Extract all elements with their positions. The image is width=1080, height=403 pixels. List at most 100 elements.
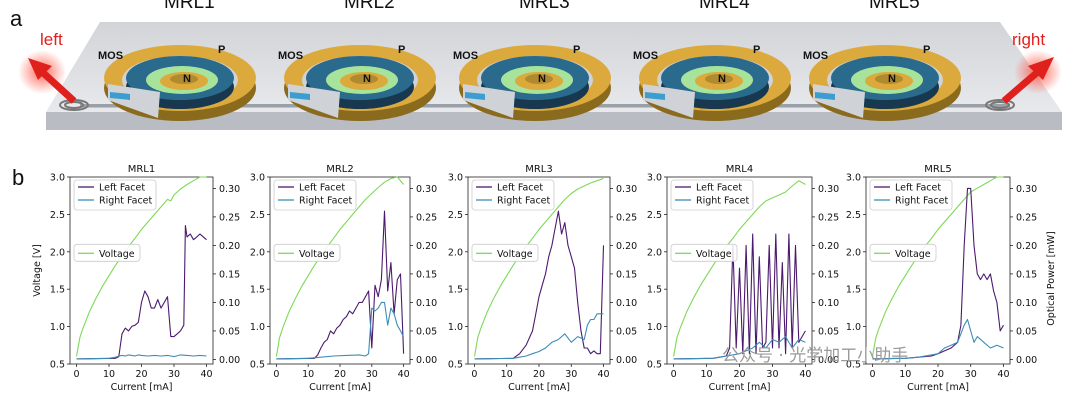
y2-tick-label: 0.05 (818, 326, 839, 337)
y2-tick-label: 0.25 (818, 212, 839, 223)
x-tick-label: 40 (799, 369, 811, 380)
legend-entry: Left Facet (895, 183, 941, 194)
y-axis-label: Voltage [V] (32, 244, 43, 297)
x-tick-label: 0 (73, 369, 79, 380)
mos-layer (645, 92, 665, 100)
legend-voltage: Voltage (670, 243, 738, 262)
y2-tick-label: 0.30 (818, 184, 839, 195)
y-tick-label: 2.0 (50, 247, 65, 258)
y2-tick-label: 0.10 (1016, 298, 1037, 309)
y-tick-label: 2.5 (250, 210, 265, 221)
series-left-facet (872, 187, 1004, 360)
y2-tick-label: 0.10 (416, 298, 437, 309)
legend-entry: Right Facet (99, 196, 153, 207)
legend-entry: Voltage (99, 249, 135, 260)
mos-label: MOS (453, 50, 478, 62)
series-left-facet (474, 210, 605, 360)
mos-layer (815, 92, 835, 100)
chart-4: MRL4 0 10 20 30 40 0.5 1.0 1.5 2.0 2.5 3.0 0.00 0.05 0… (647, 164, 839, 393)
y2-tick-label: 0.15 (818, 269, 839, 280)
cutaway (813, 84, 865, 118)
p-label: P (573, 44, 580, 56)
x-tick-label: 0 (471, 369, 477, 380)
panel-a-letter: a (10, 6, 23, 31)
cutaway (108, 84, 160, 118)
y2-tick-label: 0.15 (616, 269, 637, 280)
x-tick-label: 0 (273, 369, 279, 380)
legend-entry: Left Facet (99, 183, 145, 194)
legend-box (869, 179, 953, 211)
y2-tick-label: 0.05 (416, 326, 437, 337)
x-tick-label: 0 (671, 369, 677, 380)
x-axis-label: Current [mA] (709, 382, 771, 393)
ring-1: MRL1 MOS P N (98, 0, 256, 121)
x-axis-label: Current [mA] (508, 382, 570, 393)
series-right-facet (673, 336, 806, 360)
y-tick-label: 2.0 (448, 247, 463, 258)
x-tick-label: 30 (565, 369, 577, 380)
legend-facets: Left Facet Right Facet (670, 179, 754, 211)
y2-tick-label: 0.15 (1016, 269, 1037, 280)
ring-title: MRL3 (519, 0, 570, 13)
x-axis-label: Current [mA] (309, 382, 371, 393)
x-axis-label: Current [mA] (907, 382, 969, 393)
series-right-facet (276, 301, 405, 360)
ring-title: MRL5 (869, 0, 920, 13)
n-label: N (363, 73, 371, 85)
cutaway (643, 84, 695, 118)
series-voltage (673, 180, 806, 357)
y2-tick-label: 0.20 (616, 241, 637, 252)
mos-label: MOS (278, 50, 303, 62)
panel-b-letter: b (12, 165, 24, 190)
x-tick-label: 30 (965, 369, 977, 380)
n-label: N (538, 73, 546, 85)
y-tick-label: 2.5 (50, 210, 65, 221)
ring-2: MRL2 MOS P N (278, 0, 436, 121)
y2-tick-label: 0.00 (818, 355, 839, 366)
y2-tick-label: 0.00 (416, 355, 437, 366)
y2-tick-label: 0.10 (818, 298, 839, 309)
mos-layer (465, 92, 485, 100)
series-right-facet (76, 354, 207, 360)
n-label: N (718, 73, 726, 85)
p-label: P (923, 44, 930, 56)
series-voltage (275, 176, 405, 357)
legend-voltage: Voltage (73, 243, 141, 262)
x-tick-label: 10 (501, 369, 513, 380)
ring-4: MRL4 MOS P N (633, 0, 791, 121)
x-tick-label: 20 (135, 369, 147, 380)
cutaway (288, 84, 340, 118)
y2-tick-label: 0.30 (616, 184, 637, 195)
y-tick-label: 0.5 (647, 360, 662, 371)
y2-tick-label: 0.15 (416, 269, 437, 280)
chart-title: MRL4 (726, 164, 754, 175)
y-tick-label: 2.0 (250, 247, 265, 258)
chart-title: MRL5 (924, 164, 952, 175)
p-label: P (753, 44, 760, 56)
x-tick-label: 20 (733, 369, 745, 380)
series-voltage (75, 176, 207, 357)
mos-layer (290, 92, 310, 100)
y-tick-label: 0.5 (250, 360, 265, 371)
p-label: P (398, 44, 405, 56)
x-tick-label: 20 (334, 369, 346, 380)
ring-3: MRL3 MOS P N (453, 0, 611, 121)
y-tick-label: 3.0 (250, 173, 265, 184)
y-tick-label: 3.0 (50, 173, 65, 184)
y2-tick-label: 0.30 (416, 184, 437, 195)
charts: MRL1 0 10 20 30 40 0.5 1.0 1.5 2.0 2.5 3.0 0.00 0.05 0… (32, 164, 1057, 393)
y2-tick-label: 0.10 (219, 298, 240, 309)
cutaway (463, 84, 515, 118)
chart-2: MRL2 0 10 20 30 40 0.5 1.0 1.5 2.0 2.5 3.0 0.00 0.05 0… (250, 164, 437, 393)
mos-label: MOS (98, 50, 123, 62)
series-voltage (473, 177, 604, 357)
legend-box (73, 179, 157, 211)
right-grating-coupler (985, 99, 1015, 111)
y-tick-label: 1.0 (846, 322, 861, 333)
series-left-facet (673, 233, 806, 360)
legend-entry: Voltage (497, 249, 533, 260)
y2-tick-label: 0.20 (818, 241, 839, 252)
y-tick-label: 2.0 (647, 247, 662, 258)
ring-title: MRL4 (699, 0, 750, 13)
y-tick-label: 1.0 (50, 322, 65, 333)
